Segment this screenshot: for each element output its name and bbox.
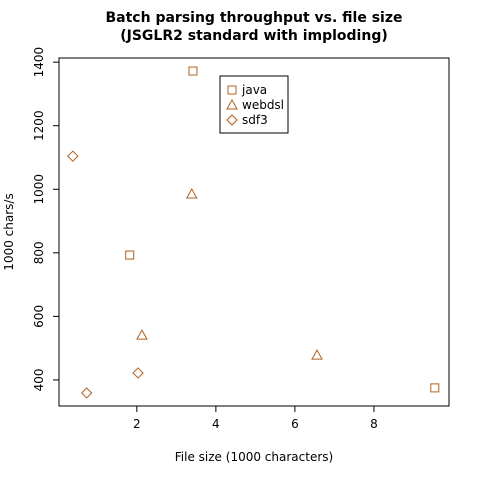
y-tick-label: 1000: [32, 174, 46, 205]
point: [80, 387, 93, 399]
point: [311, 349, 323, 360]
y-tick-label: 400: [32, 368, 46, 391]
point: [67, 150, 79, 162]
y-tick-label: 1400: [32, 47, 46, 78]
point: [185, 187, 198, 199]
x-axis-label: File size (1000 characters): [175, 450, 333, 464]
point: [188, 66, 198, 76]
chart-subtitle: (JSGLR2 standard with imploding): [120, 28, 388, 44]
point: [132, 367, 144, 379]
x-tick-label: 6: [291, 417, 299, 431]
legend-label: sdf3: [242, 113, 268, 127]
x-tick-label: 4: [212, 417, 220, 431]
point: [136, 329, 148, 340]
y-axis-label: 1000 chars/s: [2, 193, 16, 270]
y-tick-label: 1200: [32, 110, 46, 141]
point: [430, 383, 440, 393]
y-tick-label: 800: [32, 241, 46, 264]
plot-frame: [58, 57, 450, 407]
chart-title: Batch parsing throughput vs. file size: [106, 10, 403, 26]
legend-label: java: [241, 83, 267, 97]
y-tick-label: 600: [32, 305, 46, 328]
x-tick-label: 8: [370, 417, 378, 431]
point: [125, 250, 135, 260]
legend-marker: [226, 98, 238, 110]
legend-marker: [227, 85, 237, 95]
x-tick-label: 2: [133, 417, 141, 431]
legend-label: webdsl: [242, 98, 284, 112]
legend-marker: [226, 114, 238, 126]
